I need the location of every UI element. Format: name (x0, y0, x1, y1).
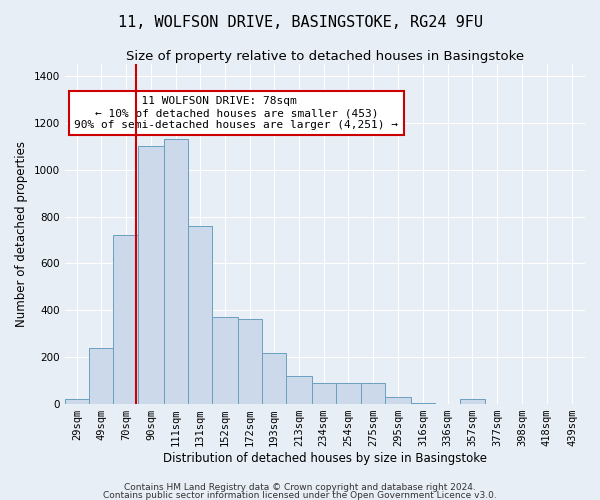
Bar (385, 397, 411, 404)
Bar (113, 236, 139, 404)
Text: 11, WOLFSON DRIVE, BASINGSTOKE, RG24 9FU: 11, WOLFSON DRIVE, BASINGSTOKE, RG24 9FU (118, 15, 482, 30)
Text: Contains public sector information licensed under the Open Government Licence v3: Contains public sector information licen… (103, 490, 497, 500)
Bar (139, 146, 164, 404)
Bar (262, 352, 286, 404)
Bar (188, 226, 212, 404)
Bar (361, 383, 385, 404)
Bar (411, 403, 435, 404)
Bar (286, 376, 311, 404)
Title: Size of property relative to detached houses in Basingstoke: Size of property relative to detached ho… (126, 50, 524, 63)
Bar (311, 383, 336, 404)
Bar (89, 348, 113, 404)
X-axis label: Distribution of detached houses by size in Basingstoke: Distribution of detached houses by size … (163, 452, 487, 465)
Y-axis label: Number of detached properties: Number of detached properties (15, 141, 28, 327)
Bar (65, 400, 89, 404)
Bar (460, 400, 485, 404)
Text: Contains HM Land Registry data © Crown copyright and database right 2024.: Contains HM Land Registry data © Crown c… (124, 483, 476, 492)
Bar (212, 318, 238, 404)
Bar (164, 139, 188, 404)
Text: 11 WOLFSON DRIVE: 78sqm       
← 10% of detached houses are smaller (453)
90% of: 11 WOLFSON DRIVE: 78sqm ← 10% of detache… (74, 96, 398, 130)
Bar (336, 383, 361, 404)
Bar (238, 318, 262, 404)
